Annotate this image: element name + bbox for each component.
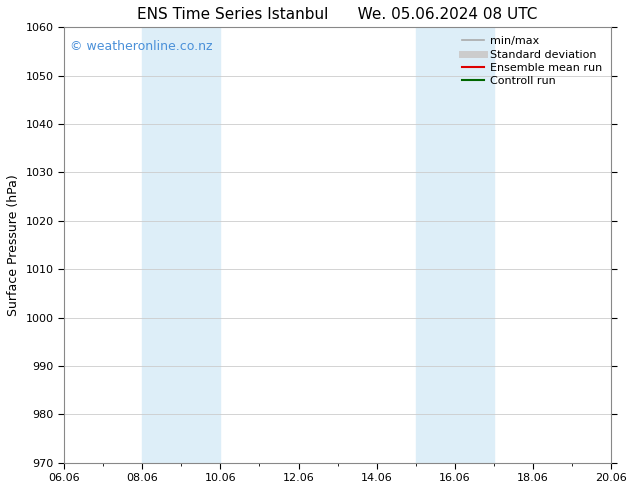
Title: ENS Time Series Istanbul      We. 05.06.2024 08 UTC: ENS Time Series Istanbul We. 05.06.2024 …: [138, 7, 538, 22]
Legend: min/max, Standard deviation, Ensemble mean run, Controll run: min/max, Standard deviation, Ensemble me…: [459, 33, 605, 90]
Bar: [416, 27, 494, 463]
Bar: [142, 27, 221, 463]
Y-axis label: Surface Pressure (hPa): Surface Pressure (hPa): [7, 174, 20, 316]
Text: © weatheronline.co.nz: © weatheronline.co.nz: [70, 40, 212, 53]
